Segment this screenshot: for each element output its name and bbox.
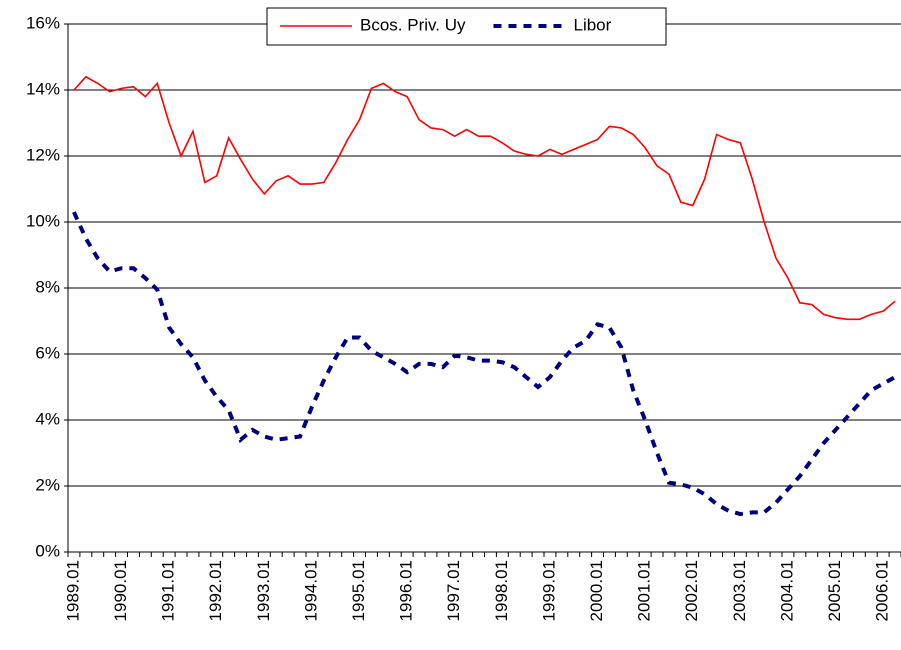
x-tick-label: 1989.01 bbox=[63, 560, 82, 621]
x-tick-label: 1998.01 bbox=[492, 560, 511, 621]
x-tick-label: 1993.01 bbox=[254, 560, 273, 621]
x-tick-label: 1999.01 bbox=[539, 560, 558, 621]
y-tick-label: 6% bbox=[35, 343, 60, 362]
y-tick-label: 2% bbox=[35, 475, 60, 494]
x-tick-label: 2006.01 bbox=[873, 560, 892, 621]
y-tick-label: 10% bbox=[26, 211, 60, 230]
x-tick-label: 1992.01 bbox=[206, 560, 225, 621]
legend-label: Libor bbox=[573, 15, 611, 34]
legend-label: Bcos. Priv. Uy bbox=[360, 15, 466, 34]
x-tick-label: 1995.01 bbox=[349, 560, 368, 621]
y-tick-label: 0% bbox=[35, 541, 60, 560]
x-tick-label: 2000.01 bbox=[587, 560, 606, 621]
y-tick-label: 14% bbox=[26, 79, 60, 98]
x-tick-label: 1997.01 bbox=[444, 560, 463, 621]
y-tick-label: 12% bbox=[26, 145, 60, 164]
x-tick-label: 2004.01 bbox=[777, 560, 796, 621]
x-tick-label: 2001.01 bbox=[635, 560, 654, 621]
x-tick-label: 2002.01 bbox=[682, 560, 701, 621]
x-tick-label: 2003.01 bbox=[730, 560, 749, 621]
x-tick-label: 1996.01 bbox=[397, 560, 416, 621]
x-tick-label: 2005.01 bbox=[825, 560, 844, 621]
series-line bbox=[72, 211, 897, 517]
x-tick-label: 1990.01 bbox=[111, 560, 130, 621]
y-tick-label: 16% bbox=[26, 13, 60, 32]
x-tick-label: 1991.01 bbox=[159, 560, 178, 621]
y-tick-label: 8% bbox=[35, 277, 60, 296]
y-tick-label: 4% bbox=[35, 409, 60, 428]
x-tick-label: 1994.01 bbox=[301, 560, 320, 621]
series-line bbox=[73, 75, 896, 321]
